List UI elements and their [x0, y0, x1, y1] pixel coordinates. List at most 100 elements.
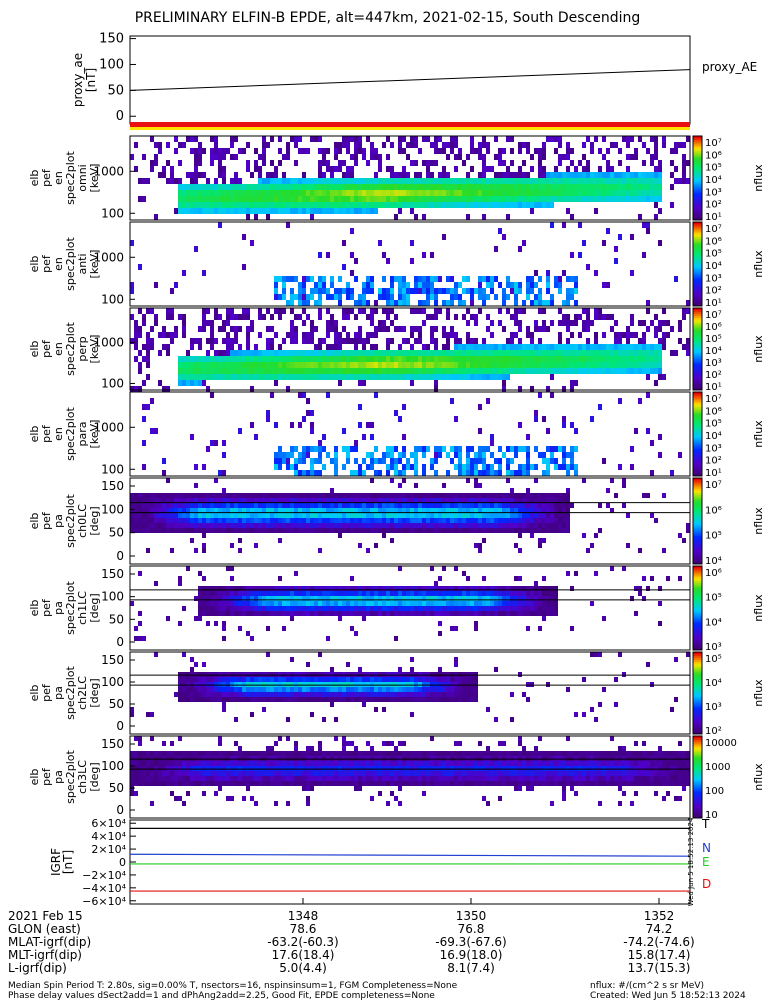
spectrogram-cell — [374, 498, 378, 503]
spectrogram-cell — [434, 362, 438, 368]
spectrogram-cell — [494, 523, 498, 528]
spectrogram-cell — [314, 344, 318, 350]
spectrogram-cell — [546, 386, 550, 392]
spectrogram-cell — [466, 368, 470, 374]
spectrogram-cell — [262, 692, 266, 697]
spectrogram-cell — [278, 523, 282, 528]
spectrogram-cell — [466, 196, 470, 202]
spectrogram-cell — [542, 586, 546, 591]
spectrogram-cell — [234, 178, 238, 184]
spectrogram-cell — [366, 672, 370, 677]
spectrogram-cell — [286, 452, 290, 458]
spectrogram-cell — [542, 591, 546, 596]
spectrogram-cell — [454, 356, 458, 362]
spectrogram-cell — [274, 356, 278, 362]
spectrogram-cell — [458, 294, 462, 300]
spectrogram-cell — [490, 374, 494, 380]
spectrogram-cell — [570, 288, 574, 294]
spectrogram-cell — [522, 350, 526, 356]
spectrogram-cell — [294, 513, 298, 518]
spectrogram-cell — [266, 214, 270, 220]
spectrogram-cell — [446, 172, 450, 178]
spectrogram-cell — [470, 344, 474, 350]
colorbar-segment — [693, 559, 702, 563]
spectrogram-cell — [206, 672, 210, 677]
spectrogram-cell — [342, 178, 346, 184]
spectrogram-cell — [282, 202, 286, 208]
spectrogram-cell — [362, 434, 366, 440]
spectrogram-cell — [330, 503, 334, 508]
spectrogram-cell — [234, 184, 238, 190]
spectrogram-cell — [598, 184, 602, 190]
spectrogram-cell — [302, 276, 306, 282]
spectrogram-cell — [278, 682, 282, 687]
spectrogram-cell — [198, 591, 202, 596]
spectrogram-cell — [434, 326, 438, 332]
spectrogram-cell — [398, 601, 402, 606]
spectrogram-cell — [450, 300, 454, 306]
spectrogram-cell — [274, 672, 278, 677]
spectrogram-cell — [370, 154, 374, 160]
spectrogram-cell — [426, 368, 430, 374]
spectrogram-cell — [406, 513, 410, 518]
spectrogram-cell — [286, 196, 290, 202]
spectrogram-cell — [382, 362, 386, 368]
spectrogram-cell — [374, 350, 378, 356]
spectrogram-cell — [266, 513, 270, 518]
spectrogram-cell — [342, 596, 346, 601]
spectrogram-cell — [554, 508, 558, 513]
spectrogram-cell — [294, 202, 298, 208]
spectrogram-cell — [294, 508, 298, 513]
colorbar-segment — [693, 608, 702, 611]
spectrogram-cell — [246, 611, 250, 616]
spectrogram-cell — [446, 606, 450, 611]
spectrogram-cell — [362, 190, 366, 196]
spectrogram-cell — [318, 503, 322, 508]
spectrogram-cell — [402, 523, 406, 528]
spectrogram-cell — [242, 692, 246, 697]
spectrogram-cell — [254, 528, 258, 533]
spectrogram-cell — [478, 308, 482, 314]
spectrogram-cell — [642, 350, 646, 356]
spectrogram-cell — [142, 404, 146, 410]
spectrogram-cell — [550, 202, 554, 208]
spectrogram-cell — [146, 338, 150, 344]
spectrogram-cell — [226, 368, 230, 374]
spectrogram-cell — [502, 596, 506, 601]
spectrogram-cell — [622, 184, 626, 190]
spectrogram-cell — [406, 282, 410, 288]
spectrogram-cell — [434, 470, 438, 476]
spectrogram-cell — [190, 374, 194, 380]
spectrogram-cell — [366, 548, 370, 553]
spectrogram-cell — [154, 320, 158, 326]
spectrogram-cell — [482, 344, 486, 350]
spectrogram-cell — [442, 503, 446, 508]
spectrogram-cell — [366, 464, 370, 470]
spectrogram-cell — [430, 350, 434, 356]
spectrogram-cell — [362, 606, 366, 611]
colorbar-tick-label: 10⁷ — [705, 224, 722, 235]
spectrogram-cell — [162, 344, 166, 350]
spectrogram-cell — [406, 142, 410, 148]
spectrogram-cell — [222, 154, 226, 160]
spectrogram-cell — [510, 314, 514, 320]
spectrogram-cell — [370, 142, 374, 148]
spectrogram-cell — [466, 276, 470, 282]
spectrogram-cell — [326, 601, 330, 606]
spectrogram-cell — [342, 591, 346, 596]
spectrogram-cell — [294, 338, 298, 344]
spectrogram-cell — [238, 538, 242, 543]
spectrogram-cell — [326, 308, 330, 314]
spectrogram-cell — [578, 356, 582, 362]
spectrogram-cell — [454, 332, 458, 338]
spectrogram-cell — [366, 208, 370, 214]
spectrogram-cell — [182, 518, 186, 523]
colorbar-segment — [693, 495, 702, 498]
spectrogram-ytick-label: 1000 — [93, 164, 124, 178]
spectrogram-cell — [358, 677, 362, 682]
spectrogram-cell — [562, 386, 566, 392]
spectrogram-cell — [562, 493, 566, 498]
colorbar-segment — [693, 308, 702, 311]
spectrogram-cell — [202, 374, 206, 380]
spectrogram-cell — [454, 503, 458, 508]
